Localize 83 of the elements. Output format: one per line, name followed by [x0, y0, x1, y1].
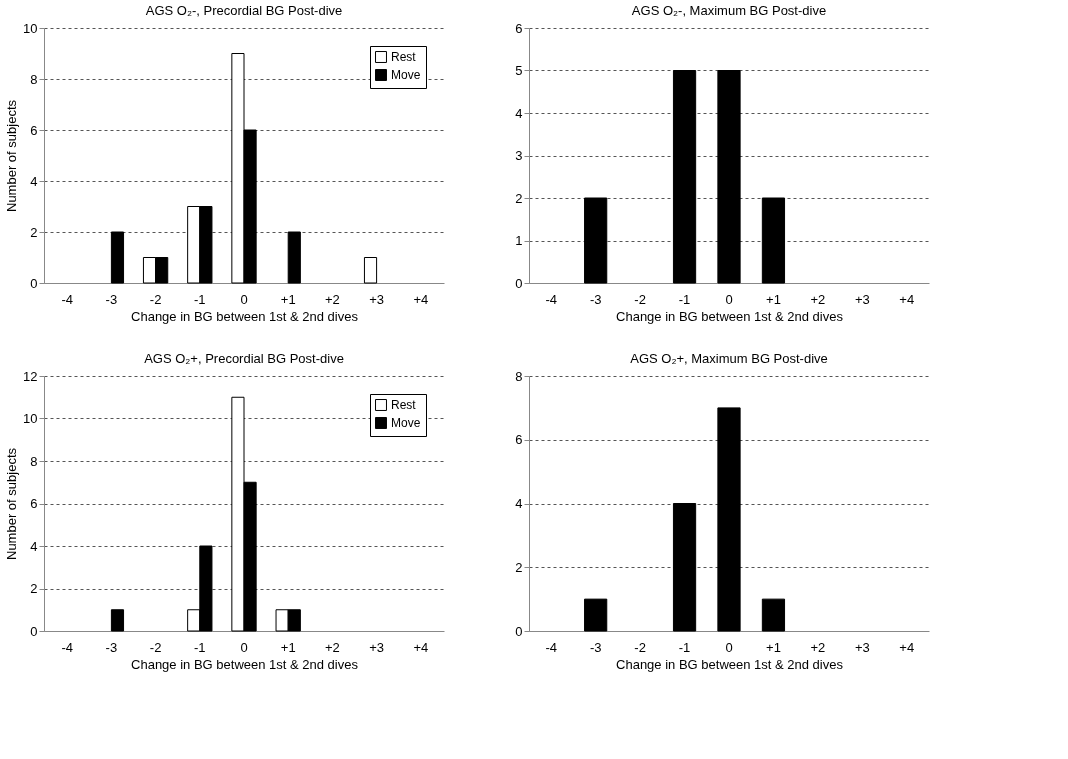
x-tick-label: +3 — [854, 291, 870, 307]
y-tick-label: 6 — [30, 122, 38, 138]
x-tick-label: -1 — [194, 639, 206, 655]
x-axis-title: Change in BG between 1st & 2nd dives — [616, 308, 844, 324]
x-tick-label: -4 — [545, 639, 557, 655]
y-tick-label: 8 — [30, 453, 38, 469]
x-tick-label: +2 — [810, 291, 826, 307]
bar — [761, 598, 786, 632]
bar — [363, 257, 378, 284]
y-tick-label: 0 — [30, 623, 38, 639]
x-tick-label: -2 — [634, 291, 646, 307]
legend-label: Move — [391, 416, 421, 430]
y-tick-label: 2 — [30, 581, 38, 596]
y-axis-title: Number of subjects — [4, 99, 20, 212]
x-tick-label: +3 — [369, 291, 385, 307]
bar — [110, 609, 125, 632]
x-tick-label: -1 — [678, 291, 691, 307]
x-tick-label: 0 — [725, 291, 733, 307]
x-tick-label: +1 — [280, 639, 296, 655]
y-tick-label: 5 — [515, 63, 523, 78]
x-tick-label: -3 — [589, 639, 602, 655]
bar — [110, 231, 125, 284]
x-tick-label: -3 — [105, 291, 118, 307]
y-tick-label: 2 — [515, 190, 523, 206]
y-tick-label: 8 — [515, 368, 523, 384]
y-tick-label: 6 — [515, 20, 523, 36]
x-tick-label: -2 — [149, 291, 162, 307]
y-tick-label: 0 — [515, 275, 523, 291]
x-tick-label: -1 — [678, 639, 691, 655]
x-tick-label: 0 — [240, 291, 248, 307]
y-tick-label: 8 — [30, 71, 38, 87]
x-tick-label: -3 — [589, 291, 602, 307]
x-tick-label: +4 — [413, 291, 429, 307]
x-tick-label: -4 — [61, 639, 73, 655]
y-tick-label: 2 — [515, 559, 523, 575]
x-tick-label: +4 — [413, 639, 429, 655]
y-tick-label: 2 — [30, 224, 38, 240]
x-tick-label: -1 — [194, 291, 206, 307]
x-tick-label: +4 — [899, 639, 915, 655]
y-tick-label: 0 — [515, 623, 523, 639]
bar — [584, 598, 608, 632]
y-tick-label: 1 — [515, 233, 523, 248]
x-tick-label: -4 — [61, 291, 73, 307]
x-tick-label: +1 — [280, 291, 296, 307]
x-tick-label: -3 — [105, 639, 118, 655]
x-tick-label: +3 — [369, 639, 385, 655]
y-tick-label: 3 — [515, 148, 523, 163]
y-tick-label: 10 — [23, 20, 38, 36]
x-tick-label: -2 — [634, 639, 646, 655]
bar — [287, 231, 301, 284]
y-tick-label: 4 — [515, 105, 523, 121]
x-tick-label: -2 — [149, 639, 162, 655]
x-axis-title: Change in BG between 1st & 2nd dives — [131, 656, 359, 672]
y-axis-title: Number of subjects — [4, 447, 20, 560]
x-tick-label: +3 — [854, 639, 870, 655]
y-tick-label: 10 — [23, 411, 38, 426]
y-tick-label: 4 — [30, 173, 38, 189]
legend-label: Rest — [391, 398, 417, 412]
x-tick-label: +2 — [324, 639, 340, 655]
x-axis-title: Change in BG between 1st & 2nd dives — [616, 656, 844, 672]
chart-title: AGS O₂-, Maximum BG Post-dive — [631, 3, 827, 18]
y-tick-label: 4 — [30, 538, 38, 554]
y-tick-label: 0 — [30, 275, 38, 291]
legend-label: Move — [391, 68, 421, 82]
chart-title: AGS O₂+, Precordial BG Post-dive — [144, 351, 344, 366]
y-tick-label: 6 — [515, 432, 523, 448]
legend-label: Rest — [391, 50, 417, 64]
y-tick-label: 6 — [30, 496, 38, 511]
x-axis-title: Change in BG between 1st & 2nd dives — [131, 308, 359, 324]
x-tick-label: +1 — [766, 639, 781, 655]
chart-title: AGS O₂+, Maximum BG Post-dive — [630, 351, 828, 366]
y-tick-label: 12 — [23, 368, 38, 384]
bar — [717, 407, 741, 632]
x-tick-label: +2 — [324, 291, 340, 307]
x-tick-label: +2 — [810, 639, 826, 655]
x-tick-label: -4 — [545, 291, 557, 307]
y-tick-label: 4 — [515, 496, 523, 511]
bar — [672, 503, 697, 632]
x-tick-label: +1 — [766, 291, 781, 307]
chart-title: AGS O₂-, Precordial BG Post-dive — [145, 3, 343, 18]
x-tick-label: +4 — [899, 291, 915, 307]
x-tick-label: 0 — [725, 639, 733, 655]
x-tick-label: 0 — [240, 639, 248, 655]
